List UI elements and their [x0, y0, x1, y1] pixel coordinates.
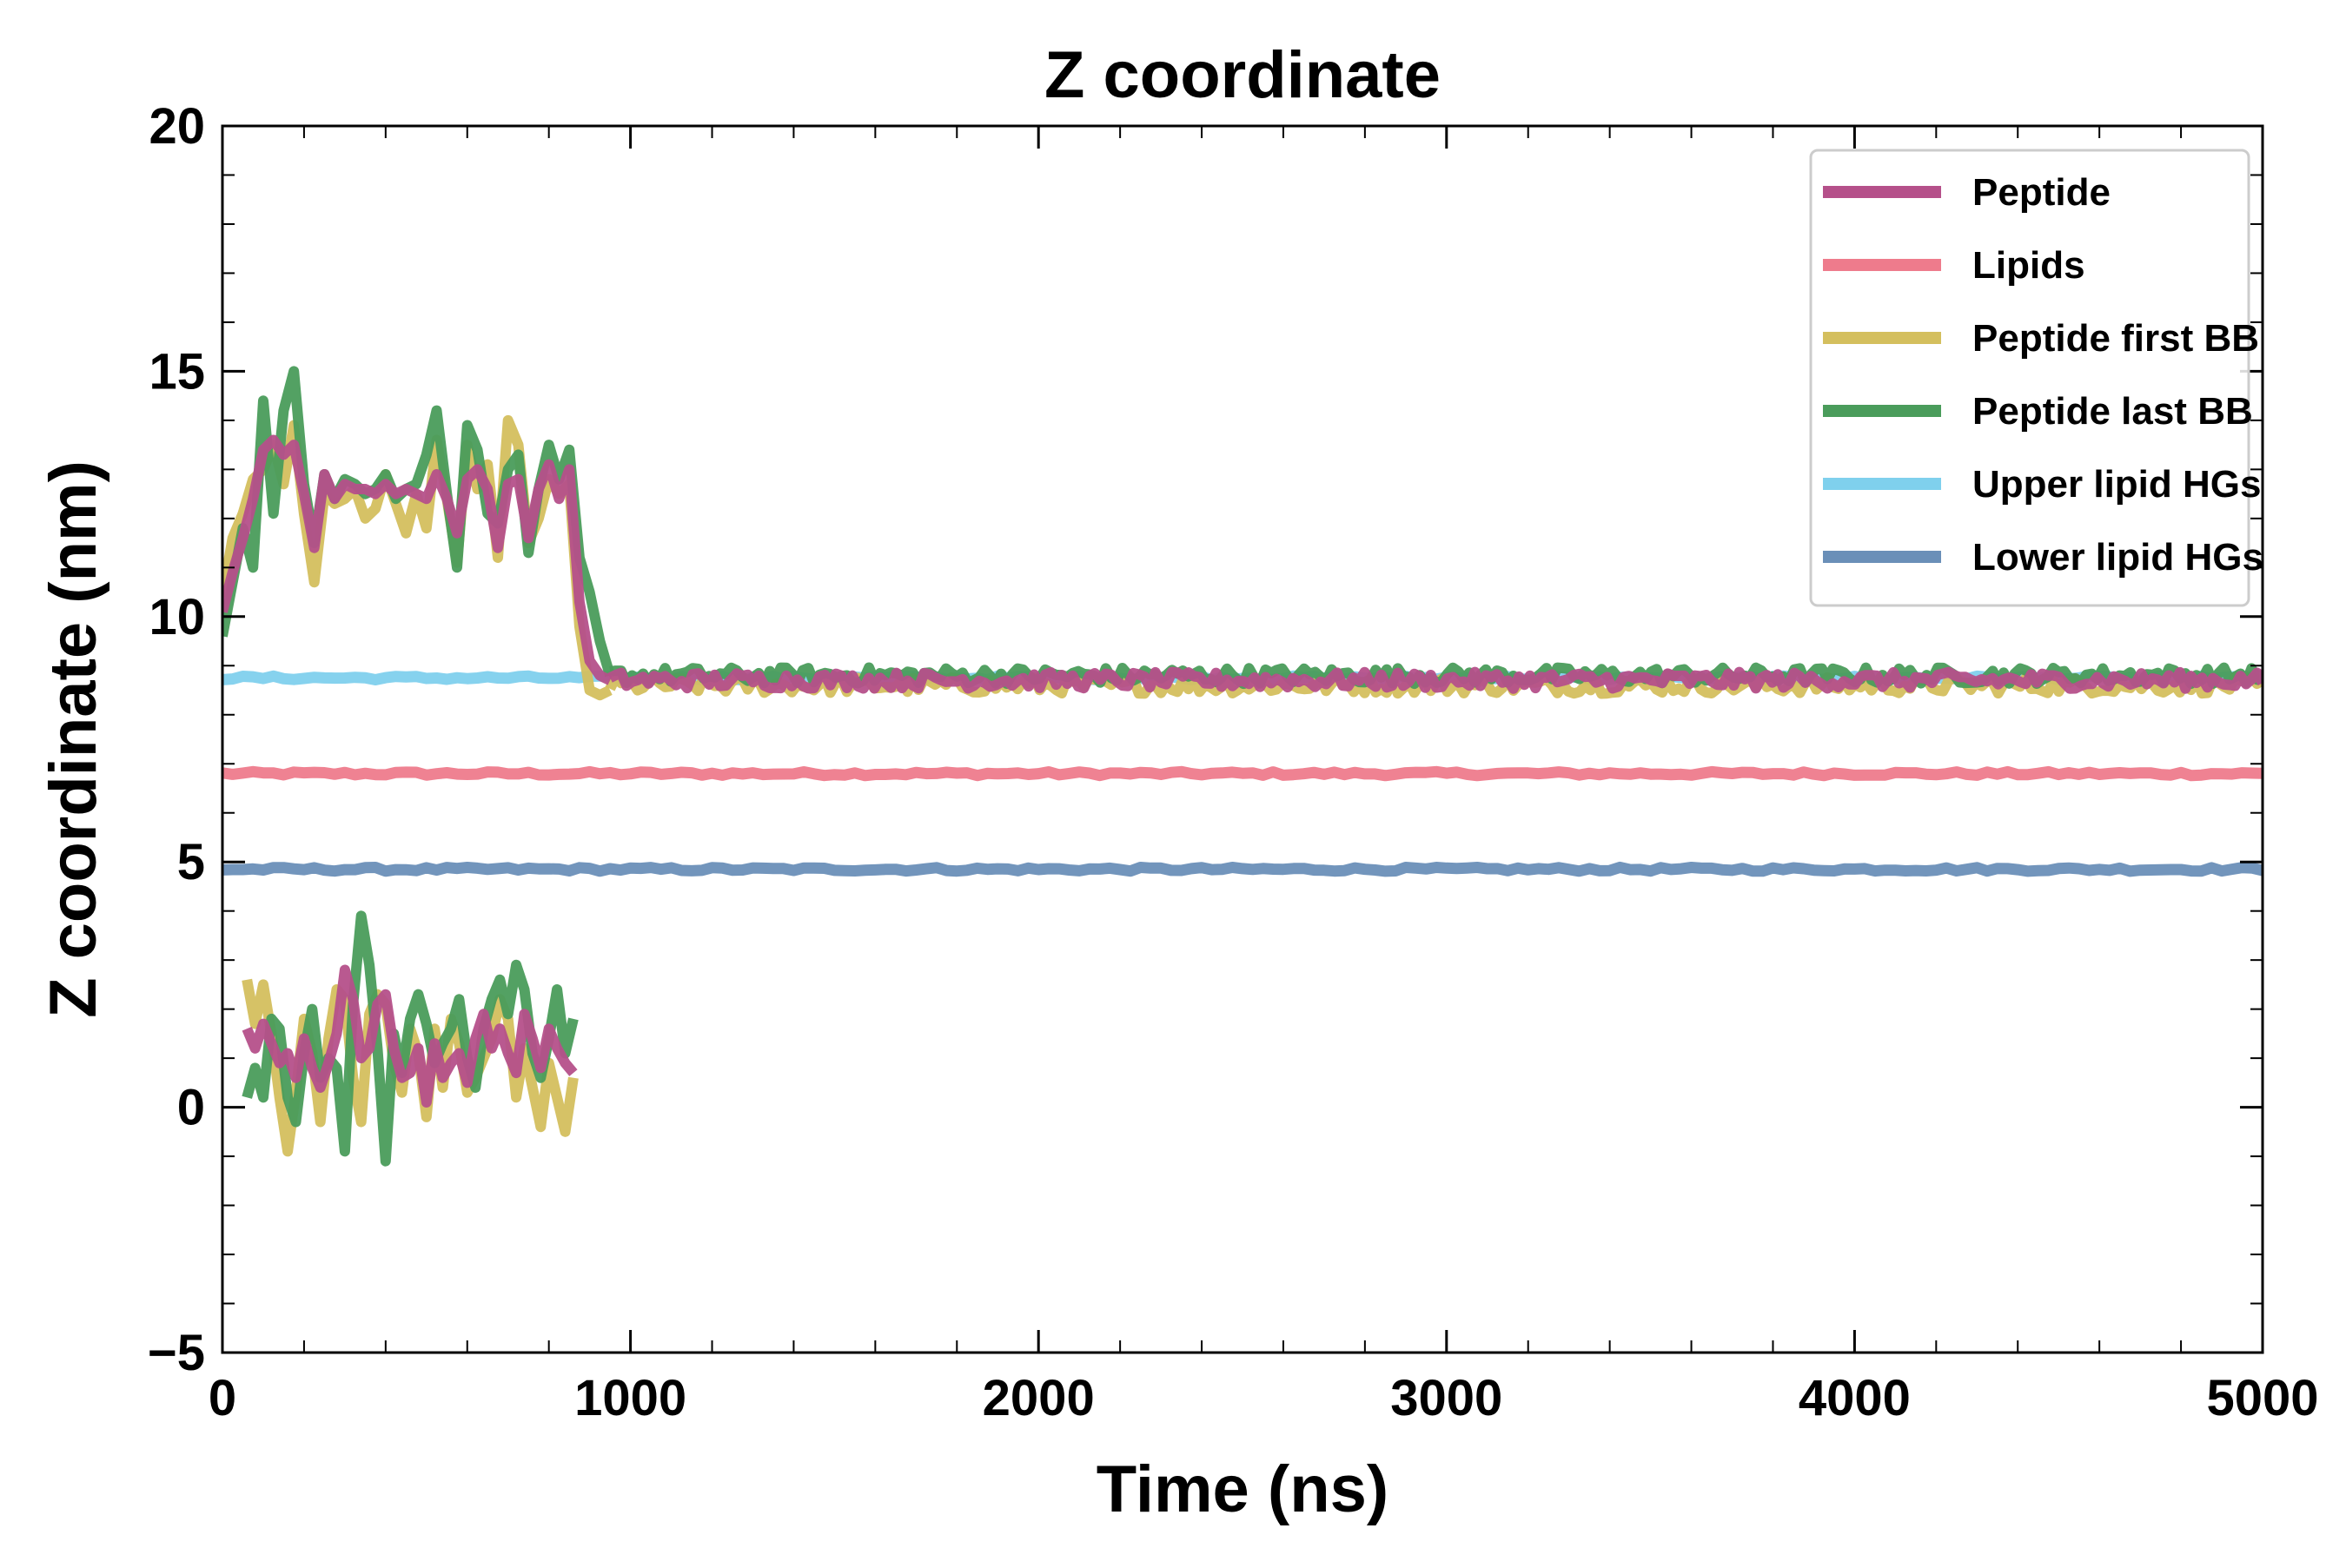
x-tick-label: 2000: [983, 1370, 1095, 1426]
peptide-plateau-line: [607, 666, 2263, 694]
y-tick-label: 15: [149, 343, 205, 400]
y-tick-label: 10: [149, 589, 205, 645]
peptide-lower-line: [242, 964, 578, 1108]
plot-frame: [221, 124, 2264, 1354]
peptide-upper-line: [222, 434, 613, 685]
x-tick-label: 3000: [1390, 1370, 1502, 1426]
y-tick-label: 5: [177, 834, 205, 890]
x-tick-label: 1000: [574, 1370, 686, 1426]
x-tick-label: 0: [209, 1370, 236, 1426]
legend: Peptide Lipids Peptide first BB Peptide las…: [1809, 149, 2263, 607]
lower-lipid-hgs-line: [222, 861, 2263, 877]
x-tick-label: 4000: [1799, 1370, 1911, 1426]
chart-title: Z coordinate: [1044, 38, 1441, 112]
y-tick-label: 0: [177, 1080, 205, 1136]
legend-label-peptide-last-bb: Peptide last BB: [1972, 390, 2253, 433]
x-tick-label: 5000: [2206, 1370, 2318, 1426]
y-tick-label: 20: [149, 98, 205, 155]
lipids-line: [222, 765, 2263, 782]
legend-label-lower-lipid-hgs: Lower lipid HGs: [1972, 536, 2263, 579]
legend-label-peptide: Peptide: [1972, 171, 2111, 214]
x-axis-label: Time (ns): [1097, 1452, 1388, 1526]
legend-label-lipids: Lipids: [1972, 244, 2085, 287]
legend-label-upper-lipid-hgs: Upper lipid HGs: [1972, 463, 2261, 506]
y-tick-label: −5: [148, 1325, 205, 1381]
series-layer: [222, 366, 2263, 1167]
peptide-last-bb-upper-line: [222, 366, 615, 678]
y-axis-label: Z coordinate (nm): [36, 460, 110, 1018]
legend-label-peptide-first-bb: Peptide first BB: [1972, 317, 2259, 360]
